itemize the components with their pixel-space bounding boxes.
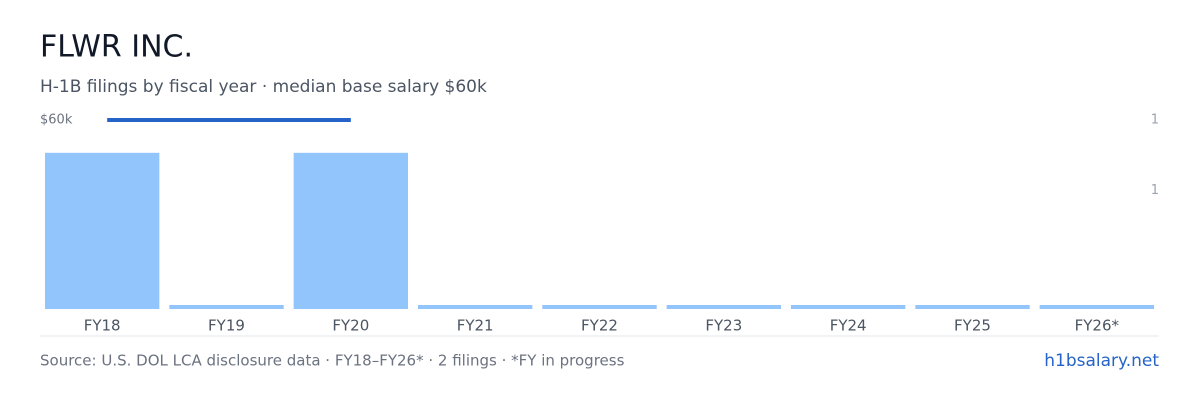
x-tick-label: FY21 <box>457 317 494 335</box>
bar <box>666 305 782 309</box>
bar <box>293 152 409 309</box>
x-tick-label: FY26* <box>1075 317 1120 335</box>
x-tick-label: FY22 <box>581 317 618 335</box>
x-tick-label: FY25 <box>954 317 991 335</box>
bar <box>915 305 1030 309</box>
chart-subtitle: H-1B filings by fiscal year · median bas… <box>40 77 487 97</box>
y-tick-label: 1 <box>1151 113 1159 128</box>
x-tick-label: FY24 <box>830 317 867 335</box>
source-note: Source: U.S. DOL LCA disclosure data · F… <box>40 352 625 370</box>
chart-title: FLWR INC. <box>40 30 193 65</box>
bar <box>1039 305 1155 309</box>
bar <box>169 305 284 309</box>
x-tick-label: FY18 <box>84 317 121 335</box>
x-tick-label: FY19 <box>208 317 245 335</box>
bar <box>44 152 160 309</box>
bar <box>542 305 657 309</box>
bar <box>417 305 533 309</box>
x-tick-label: FY20 <box>332 317 369 335</box>
y-tick-label: 1 <box>1151 183 1159 198</box>
x-tick-label: FY23 <box>705 317 742 335</box>
salary-label: $60k <box>40 113 73 128</box>
site-link[interactable]: h1bsalary.net <box>1044 351 1159 371</box>
bar <box>790 305 906 309</box>
